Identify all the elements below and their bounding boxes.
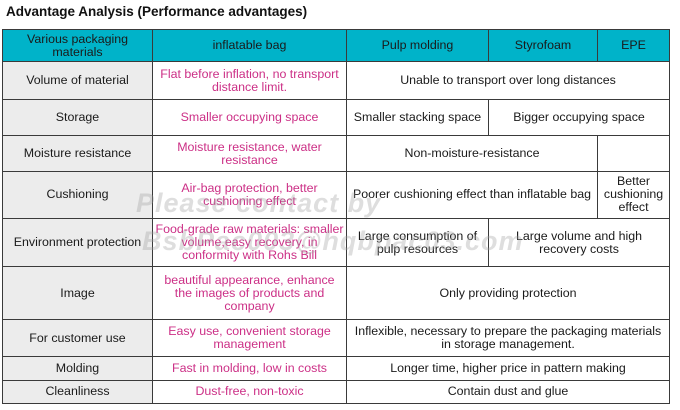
header-epe: EPE (597, 29, 670, 62)
header-pulp-molding: Pulp molding (346, 29, 489, 62)
row-label-volume: Volume of material (2, 60, 153, 101)
cell-bag-image: beautiful appearance, enhance the images… (152, 266, 347, 321)
cell-others-image: Only providing protection (346, 266, 670, 321)
table-row: For customer use Easy use, convenient st… (2, 319, 670, 358)
header-materials: Various packaging materials (2, 29, 153, 62)
row-label-cushioning: Cushioning (2, 171, 153, 219)
cell-bag-molding: Fast in molding, low in costs (152, 356, 347, 381)
cell-foam-epe-storage: Bigger occupying space (488, 99, 670, 137)
header-row: Various packaging materials inflatable b… (2, 29, 670, 62)
cell-others-volume: Unable to transport over long distances (346, 60, 670, 101)
row-label-moisture: Moisture resistance (2, 135, 153, 173)
table-row: Cushioning Air-bag protection, better cu… (2, 171, 670, 219)
header-styrofoam: Styrofoam (488, 29, 598, 62)
table-row: Moisture resistance Moisture resistance,… (2, 135, 670, 173)
table-row: Molding Fast in molding, low in costs Lo… (2, 356, 670, 381)
cell-others-cleanliness: Contain dust and glue (346, 379, 670, 405)
header-inflatable-bag: inflatable bag (152, 29, 347, 62)
cell-epe-moisture (597, 135, 670, 173)
row-label-cleanliness: Cleanliness (2, 379, 153, 405)
cell-pulp-environment: Large consumption of pulp resources (346, 217, 489, 268)
table-row: Image beautiful appearance, enhance the … (2, 266, 670, 321)
row-label-customer: For customer use (2, 319, 153, 358)
row-label-molding: Molding (2, 356, 153, 381)
cell-bag-cleanliness: Dust-free, non-toxic (152, 379, 347, 405)
page-title: Advantage Analysis (Performance advantag… (6, 4, 308, 19)
cell-others-molding: Longer time, higher price in pattern mak… (346, 356, 670, 381)
cell-foam-epe-environment: Large volume and high recovery costs (488, 217, 670, 268)
row-label-image: Image (2, 266, 153, 321)
cell-epe-cushioning: Better cushioning effect (597, 171, 670, 219)
table-row: Volume of material Flat before inflation… (2, 60, 670, 101)
cell-bag-volume: Flat before inflation, no transport dist… (152, 60, 347, 101)
cell-bag-environment: Food-grade raw materials: smaller volume… (152, 217, 347, 268)
table-row: Cleanliness Dust-free, non-toxic Contain… (2, 379, 670, 405)
row-label-storage: Storage (2, 99, 153, 137)
advantage-table: Various packaging materials inflatable b… (2, 29, 670, 405)
table-row: Storage Smaller occupying space Smaller … (2, 99, 670, 137)
cell-bag-storage: Smaller occupying space (152, 99, 347, 137)
cell-bag-cushioning: Air-bag protection, better cushioning ef… (152, 171, 347, 219)
cell-pulp-foam-cushioning: Poorer cushioning effect than inflatable… (346, 171, 598, 219)
cell-pulp-storage: Smaller stacking space (346, 99, 489, 137)
row-label-environment: Environment protection (2, 217, 153, 268)
table-row: Environment protection Food-grade raw ma… (2, 217, 670, 268)
cell-bag-moisture: Moisture resistance, water resistance (152, 135, 347, 173)
cell-pulp-foam-moisture: Non-moisture-resistance (346, 135, 598, 173)
cell-others-customer: Inflexible, necessary to prepare the pac… (346, 319, 670, 358)
cell-bag-customer: Easy use, convenient storage management (152, 319, 347, 358)
